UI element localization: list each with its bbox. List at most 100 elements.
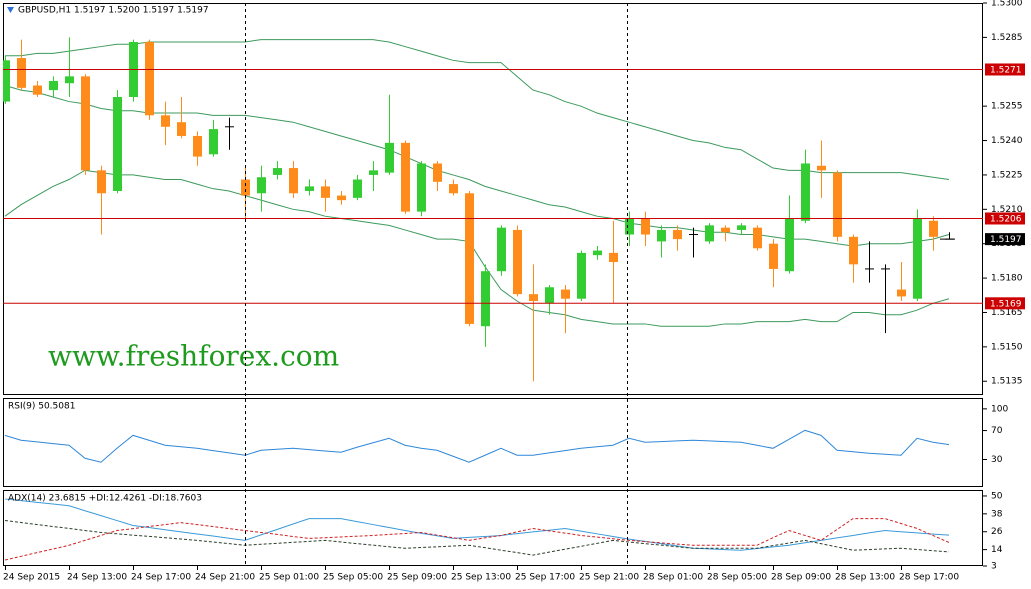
y-tick-label: 26	[991, 527, 1003, 537]
y-tick-label: 1.5255	[991, 102, 1023, 112]
candle-body	[193, 135, 202, 157]
y-tick-label: 1.5240	[991, 136, 1023, 146]
y-tick-label: 1.5150	[991, 342, 1023, 352]
candle-body	[817, 165, 826, 171]
candle-body	[545, 287, 554, 304]
y-tick-label: 30	[991, 455, 1003, 465]
candle-body	[17, 58, 26, 88]
candle-body	[497, 227, 506, 272]
main-panel	[3, 3, 983, 395]
adx-plot	[4, 498, 950, 561]
axes: 1.5300 1.5285 1.5255 1.5240 1.5225 1.5210 1.51…	[3, 0, 1025, 583]
x-tick-label: 25 Sep 13:00	[451, 573, 511, 583]
y-tick-label: 14	[991, 545, 1003, 555]
level-label: 1.5169	[990, 299, 1022, 309]
x-tick-label: 28 Sep 09:00	[771, 573, 831, 583]
current-price-box	[985, 233, 1025, 246]
indicator-line	[4, 429, 950, 463]
level-label-box	[985, 212, 1025, 225]
candle-body	[785, 218, 794, 272]
candle-body	[113, 96, 122, 191]
candle-body	[257, 177, 266, 194]
rsi-title: RSI(9) 50.5081	[8, 402, 75, 412]
candle-body	[369, 170, 378, 175]
x-tick-label: 25 Sep 09:00	[387, 573, 447, 583]
candle-body	[353, 179, 362, 198]
indicator-line	[4, 498, 950, 551]
level-label: 1.5271	[990, 65, 1022, 75]
candle-body	[241, 179, 250, 196]
y-tick-label: 100	[991, 404, 1008, 414]
candle-body	[705, 225, 714, 242]
x-tick-label: 24 Sep 13:00	[67, 573, 127, 583]
candle-body	[305, 186, 314, 191]
candle-body	[529, 294, 538, 302]
candle-body	[913, 218, 922, 299]
candle-body	[177, 122, 186, 136]
y-tick-label: 70	[991, 426, 1003, 436]
candle-body	[753, 227, 762, 249]
indicator-line	[4, 169, 950, 327]
x-tick-label: 25 Sep 21:00	[579, 573, 639, 583]
candle-body	[209, 129, 218, 155]
candle-body	[33, 85, 42, 95]
candle-body	[433, 163, 442, 182]
y-tick-label: 1.5225	[991, 170, 1023, 180]
x-tick-label: 28 Sep 05:00	[707, 573, 767, 583]
y-tick-label: 1.5180	[991, 274, 1023, 284]
candle-body	[3, 60, 10, 102]
watermark: www.freshforex.com	[48, 340, 339, 373]
level-label-box	[985, 297, 1025, 310]
candle-body	[417, 163, 426, 212]
candle-body	[385, 142, 394, 173]
candle-body	[401, 142, 410, 212]
x-tick-label: 25 Sep 05:00	[323, 573, 383, 583]
y-tick-label: 1.5165	[991, 308, 1023, 318]
adx-panel	[3, 490, 983, 566]
candle-body	[273, 168, 282, 175]
x-tick-label: 28 Sep 13:00	[835, 573, 895, 583]
candle-body	[641, 218, 650, 235]
x-tick-label: 25 Sep 01:00	[259, 573, 319, 583]
candle-body	[321, 186, 330, 198]
candle-body	[337, 195, 346, 201]
candle-body	[849, 236, 858, 265]
indicator-line	[5, 39, 950, 181]
candle-body	[481, 271, 490, 327]
x-tick-label: 28 Sep 01:00	[643, 573, 703, 583]
candle-body	[65, 76, 74, 84]
candle-body	[289, 168, 298, 194]
y-tick-label: 3	[991, 562, 997, 572]
candle-body	[673, 229, 682, 240]
candle-body	[561, 289, 570, 299]
rsi-panel	[3, 398, 983, 487]
candle-body	[737, 225, 746, 230]
candle-body	[593, 250, 602, 256]
x-tick-label: 28 Sep 17:00	[899, 573, 959, 583]
candle-body	[49, 80, 58, 91]
x-tick-label: 24 Sep 2015	[3, 573, 60, 583]
candle-body	[897, 289, 906, 297]
candle-body	[449, 184, 458, 194]
candle-body	[513, 229, 522, 295]
candle-body	[145, 41, 154, 116]
candle-body	[801, 163, 810, 221]
y-tick-label: 1.5135	[991, 377, 1023, 387]
x-tick-label: 24 Sep 17:00	[131, 573, 191, 583]
candle-body	[721, 227, 730, 233]
candle-body	[81, 76, 90, 171]
y-tick-label: 1.5210	[991, 205, 1023, 215]
symbol-icon	[7, 7, 14, 13]
chart-title: GBPUSD,H1 1.5197 1.5200 1.5197 1.5197	[18, 6, 209, 16]
y-tick-label: 38	[991, 509, 1003, 519]
candle-body	[833, 172, 842, 237]
y-tick-label: 1.5285	[991, 33, 1023, 43]
rsi-plot	[4, 429, 950, 463]
candle-body	[609, 252, 618, 263]
candle-body	[577, 252, 586, 299]
candle-body	[97, 170, 106, 194]
indicator-line	[4, 520, 950, 556]
x-tick-label: 25 Sep 17:00	[515, 573, 575, 583]
adx-title: ADX(14) 23.6815 +DI:12.4261 -DI:18.7603	[8, 494, 202, 504]
